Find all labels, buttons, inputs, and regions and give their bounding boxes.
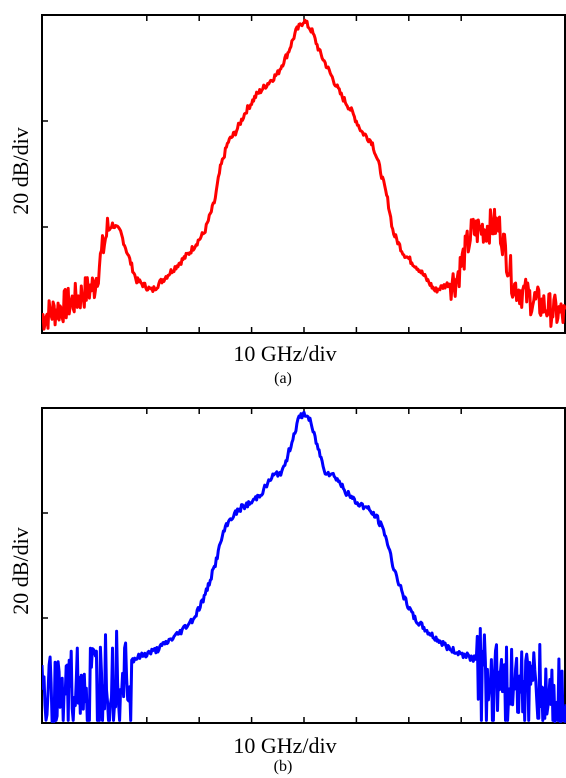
x-axis-label-a: 10 GHz/div — [233, 341, 337, 366]
axes-frame — [41, 14, 566, 334]
panel-a: 20 dB/div 10 GHz/div (a) — [8, 14, 566, 387]
spectrum-plot-b — [41, 407, 566, 724]
y-axis-label-a: 20 dB/div — [8, 127, 33, 215]
panel-b: 20 dB/div 10 GHz/div (b) — [0, 392, 566, 778]
caption-b: (b) — [273, 758, 293, 775]
spectrum-trace — [42, 410, 566, 723]
x-axis-label-b: 10 GHz/div — [233, 733, 337, 758]
spectrum-trace — [42, 18, 566, 331]
y-axis-label-b: 20 dB/div — [8, 527, 33, 615]
spectrum-plot-a — [41, 14, 566, 334]
caption-a: (a) — [274, 370, 292, 387]
